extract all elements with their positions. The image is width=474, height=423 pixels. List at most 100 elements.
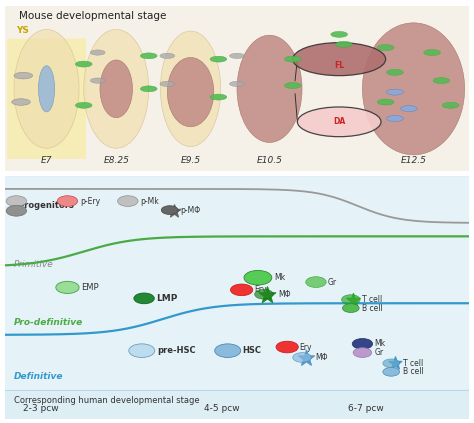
Text: B cell: B cell (363, 304, 383, 313)
FancyBboxPatch shape (0, 176, 474, 393)
Text: Gr: Gr (328, 277, 337, 286)
Circle shape (383, 359, 400, 368)
Circle shape (342, 304, 359, 313)
Text: Ery: Ery (255, 286, 267, 294)
Circle shape (210, 56, 227, 62)
FancyBboxPatch shape (2, 390, 472, 420)
Text: HSC: HSC (243, 346, 262, 355)
Text: Mk: Mk (274, 273, 285, 282)
Ellipse shape (38, 66, 55, 112)
Circle shape (293, 43, 386, 76)
FancyBboxPatch shape (0, 5, 474, 173)
Ellipse shape (363, 23, 465, 155)
Ellipse shape (14, 30, 79, 148)
Point (302, 354, 310, 361)
Circle shape (383, 368, 400, 376)
Circle shape (244, 270, 272, 285)
Ellipse shape (160, 31, 221, 147)
Text: Mk: Mk (374, 339, 386, 349)
Circle shape (14, 72, 33, 79)
Text: 2-3 pcw: 2-3 pcw (23, 404, 59, 413)
Text: E12.5: E12.5 (401, 156, 427, 165)
Circle shape (56, 281, 79, 294)
Text: T cell: T cell (403, 359, 424, 368)
Text: DA: DA (333, 117, 346, 126)
Circle shape (297, 107, 381, 137)
Circle shape (75, 61, 92, 67)
Text: E9.5: E9.5 (181, 156, 201, 165)
Text: 6-7 pcw: 6-7 pcw (348, 404, 384, 413)
Circle shape (306, 277, 326, 288)
Circle shape (118, 196, 138, 206)
Text: p-Mk: p-Mk (140, 197, 159, 206)
Circle shape (424, 49, 440, 55)
Text: T cell: T cell (363, 295, 383, 304)
Circle shape (442, 102, 459, 108)
Ellipse shape (84, 30, 149, 148)
Text: E10.5: E10.5 (256, 156, 283, 165)
Circle shape (341, 295, 360, 305)
Circle shape (210, 94, 227, 100)
Text: Progenitors: Progenitors (18, 201, 74, 211)
Circle shape (387, 115, 403, 121)
Circle shape (160, 81, 175, 87)
Text: YS: YS (16, 26, 29, 35)
Text: MΦ: MΦ (278, 290, 291, 299)
Circle shape (377, 44, 394, 51)
Text: Primitive: Primitive (14, 260, 54, 269)
Text: E8.25: E8.25 (103, 156, 129, 165)
Point (349, 296, 357, 303)
Circle shape (377, 99, 394, 105)
Circle shape (161, 206, 178, 214)
Ellipse shape (167, 58, 214, 127)
Circle shape (353, 348, 372, 357)
Circle shape (284, 82, 301, 88)
Circle shape (433, 77, 450, 84)
Point (391, 360, 399, 367)
Text: Pro-definitive: Pro-definitive (14, 318, 83, 327)
Circle shape (401, 106, 417, 112)
Circle shape (352, 338, 373, 349)
Circle shape (230, 284, 253, 296)
Circle shape (160, 53, 175, 58)
Circle shape (276, 341, 298, 353)
FancyBboxPatch shape (7, 38, 86, 159)
Text: 4-5 pcw: 4-5 pcw (204, 404, 240, 413)
Text: B cell: B cell (403, 367, 424, 376)
Circle shape (229, 81, 245, 87)
Ellipse shape (100, 60, 132, 118)
Text: Ery: Ery (300, 343, 312, 352)
Text: E7: E7 (41, 156, 52, 165)
Circle shape (140, 86, 157, 92)
Text: Definitive: Definitive (14, 372, 64, 381)
Text: Mouse developmental stage: Mouse developmental stage (18, 11, 166, 21)
Circle shape (12, 99, 30, 105)
Circle shape (75, 102, 92, 108)
Circle shape (255, 289, 273, 299)
Text: MΦ: MΦ (315, 354, 328, 363)
Circle shape (134, 293, 155, 304)
Text: pre-HSC: pre-HSC (157, 346, 196, 355)
Text: p-MΦ: p-MΦ (180, 206, 201, 215)
Circle shape (90, 78, 105, 83)
Point (264, 291, 271, 298)
Circle shape (90, 50, 105, 55)
Circle shape (293, 353, 311, 363)
Circle shape (6, 206, 27, 216)
Text: Corresponding human developmental stage: Corresponding human developmental stage (14, 396, 200, 405)
Circle shape (387, 89, 403, 95)
Circle shape (6, 196, 27, 206)
Point (171, 207, 178, 214)
Circle shape (387, 69, 403, 75)
Circle shape (284, 56, 301, 62)
Circle shape (140, 53, 157, 59)
Text: Gr: Gr (374, 348, 383, 357)
Text: LMP: LMP (155, 294, 177, 303)
Text: p-Ery: p-Ery (80, 197, 100, 206)
Circle shape (229, 53, 245, 58)
Text: FL: FL (334, 61, 344, 70)
Circle shape (57, 196, 78, 206)
Ellipse shape (237, 35, 302, 143)
Circle shape (336, 41, 352, 47)
Circle shape (129, 344, 155, 357)
